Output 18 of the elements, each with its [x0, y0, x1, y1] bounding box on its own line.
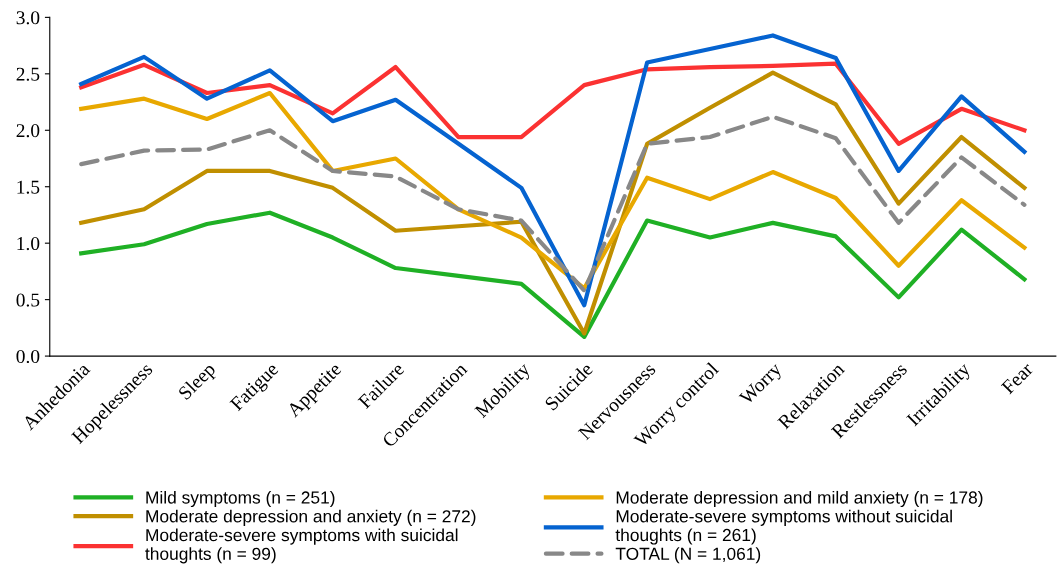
- line-series: [79, 33, 1027, 308]
- legend-label: Moderate-severe symptoms without suicidal thoughts (n = 261): [615, 509, 952, 545]
- legend-label: Moderate-severe symptoms with suicidal thoughts (n = 99): [145, 528, 458, 564]
- line-series: [79, 61, 1027, 146]
- x-tick-label: Fear: [1000, 361, 1034, 395]
- legend-label: Mild symptoms (n = 251): [146, 490, 335, 508]
- line-series: [79, 70, 1027, 336]
- y-tick-label: 1.5: [17, 180, 40, 194]
- y-tick-label: 2.5: [16, 67, 40, 81]
- y-tick-label: 3.0: [16, 11, 40, 25]
- y-tick-label: 1.0: [17, 237, 40, 251]
- legend-label: TOTAL (N = 1,061): [615, 547, 761, 564]
- legend-label: Moderate depression and mild anxiety (n = 178): [616, 490, 983, 508]
- line-series: [79, 210, 1027, 339]
- legend-label: Moderate depression and anxiety (n = 272): [146, 509, 476, 526]
- y-tick-label: 0.5: [16, 293, 40, 307]
- y-tick-label: 0.0: [16, 349, 40, 364]
- y-tick-label: 2.0: [16, 124, 40, 138]
